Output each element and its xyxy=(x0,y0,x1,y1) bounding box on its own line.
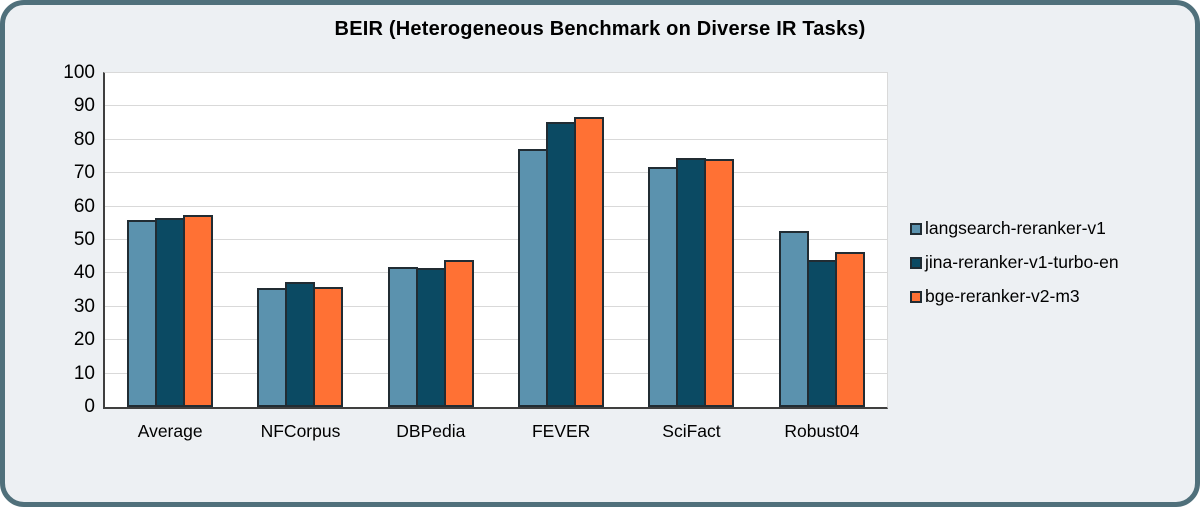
legend-item-bge-reranker-v2-m3: bge-reranker-v2-m3 xyxy=(910,286,1119,307)
bar-bge-reranker-v2-m3-fever xyxy=(574,117,605,407)
y-tick-label: 30 xyxy=(73,295,95,317)
y-tick-label: 100 xyxy=(63,62,95,83)
legend-swatch-icon xyxy=(910,256,922,269)
gridline xyxy=(105,239,887,240)
y-tick-label: 0 xyxy=(84,396,95,417)
legend-swatch-icon xyxy=(910,222,922,235)
bar-bge-reranker-v2-m3-nfcorpus xyxy=(313,287,344,407)
x-category-label: FEVER xyxy=(531,421,591,441)
bar-jina-reranker-v1-turbo-en-fever xyxy=(546,122,577,407)
legend-swatch-icon xyxy=(910,290,922,303)
bar-jina-reranker-v1-turbo-en-robust04 xyxy=(806,260,837,407)
bar-jina-reranker-v1-turbo-en-average xyxy=(155,218,186,407)
legend: langsearch-reranker-v1 jina-reranker-v1-t… xyxy=(910,218,1119,307)
y-tick-label: 80 xyxy=(73,128,95,150)
bar-group-fever: FEVER xyxy=(496,73,626,441)
bar-langsearch-reranker-v1-scifact xyxy=(648,166,679,407)
gridline xyxy=(105,305,887,307)
bar-bge-reranker-v2-m3-average xyxy=(183,214,214,407)
y-axis-labels: 0 10 20 30 40 50 60 70 80 90 100 xyxy=(5,62,95,417)
x-category-label: SciFact xyxy=(662,421,721,441)
bar-group-average: Average xyxy=(105,73,235,441)
legend-item-langsearch-reranker-v1: langsearch-reranker-v1 xyxy=(910,218,1119,239)
legend-label: bge-reranker-v2-m3 xyxy=(925,286,1080,306)
bar-langsearch-reranker-v1-robust04 xyxy=(778,231,809,407)
gridline xyxy=(105,372,887,374)
bar-langsearch-reranker-v1-fever xyxy=(518,148,549,407)
bar-langsearch-reranker-v1-dbpedia xyxy=(387,266,418,407)
gridline xyxy=(105,205,887,207)
chart-title: BEIR (Heterogeneous Benchmark on Diverse… xyxy=(334,18,866,40)
y-tick-label: 60 xyxy=(73,195,95,217)
bar-jina-reranker-v1-turbo-en-dbpedia xyxy=(415,268,446,407)
y-tick-label: 70 xyxy=(73,162,95,184)
gridline xyxy=(105,72,887,73)
bar-jina-reranker-v1-turbo-en-scifact xyxy=(676,157,707,407)
y-tick-label: 90 xyxy=(73,95,95,117)
plot-area: Average NFCorpus DBPedia FEVER SciFact Robust… xyxy=(103,72,888,441)
gridline xyxy=(105,138,887,140)
bar-group-robust04: Robust04 xyxy=(757,73,887,441)
y-tick-label: 10 xyxy=(73,362,95,384)
gridline xyxy=(105,339,887,341)
bar-group-dbpedia: DBPedia xyxy=(366,73,496,441)
x-category-label: NFCorpus xyxy=(260,421,341,441)
bar-bge-reranker-v2-m3-dbpedia xyxy=(443,260,474,407)
legend-label: langsearch-reranker-v1 xyxy=(925,218,1106,238)
x-category-label: Robust04 xyxy=(784,421,860,441)
gridline xyxy=(105,172,887,174)
bar-langsearch-reranker-v1-average xyxy=(127,220,158,407)
bar-langsearch-reranker-v1-nfcorpus xyxy=(257,288,288,407)
y-tick-label: 40 xyxy=(73,262,95,284)
bar-jina-reranker-v1-turbo-en-nfcorpus xyxy=(285,282,316,407)
gridline xyxy=(105,105,887,107)
bar-bge-reranker-v2-m3-scifact xyxy=(704,158,735,407)
x-category-label: DBPedia xyxy=(396,421,466,441)
legend-item-jina-reranker-v1-turbo-en: jina-reranker-v1-turbo-en xyxy=(910,252,1119,273)
y-tick-label: 20 xyxy=(73,329,95,351)
bar-group-nfcorpus: NFCorpus xyxy=(235,73,365,441)
bar-bge-reranker-v2-m3-robust04 xyxy=(834,252,865,407)
bar-groups: Average NFCorpus DBPedia FEVER SciFact Robust… xyxy=(105,73,887,441)
y-tick-label: 50 xyxy=(73,229,95,250)
legend-label: jina-reranker-v1-turbo-en xyxy=(925,252,1119,272)
x-category-label: Average xyxy=(137,421,203,441)
bar-group-scifact: SciFact xyxy=(626,73,756,441)
gridline xyxy=(105,272,887,274)
